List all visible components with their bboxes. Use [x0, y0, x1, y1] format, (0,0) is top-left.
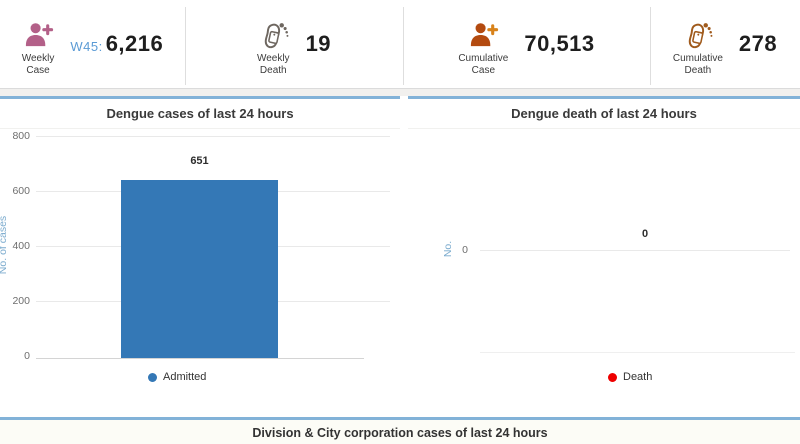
deaths-chart-panel: Dengue death of last 24 hours No. 0 0 De…: [408, 96, 800, 418]
title-rule: [0, 128, 400, 129]
stats-row: Weekly Case W45: 6,216: [0, 0, 800, 89]
legend-label: Admitted: [163, 371, 207, 383]
legend-marker-icon: [148, 372, 157, 382]
bottom-section-header: Division & City corporation cases of las…: [0, 420, 800, 444]
foot-tag-icon: [682, 20, 713, 51]
stat-label: Weekly Death: [256, 52, 290, 76]
divider: [185, 7, 186, 85]
cases-chart-panel: Dengue cases of last 24 hours No. of cas…: [0, 96, 400, 418]
x-axis-line: [36, 358, 364, 359]
person-plus-icon: [23, 20, 54, 51]
zero-gridline: [480, 250, 790, 251]
week-number-prefix: W45:: [70, 39, 103, 54]
bar-value-label: 651: [190, 155, 209, 167]
y-tick: 800: [12, 130, 30, 142]
bottom-section-accent-rule: [0, 417, 800, 420]
stat-card-cumulative-death: Cumulative Death 278: [650, 0, 800, 88]
stat-value-cumulative-death: 278: [738, 31, 778, 56]
stat-card-cumulative-case: Cumulative Case 70,513: [403, 0, 650, 88]
legend-marker-icon: [608, 372, 617, 382]
bar-value-label: 0: [641, 228, 649, 240]
legend-item-admitted[interactable]: Admitted: [148, 371, 206, 383]
y-tick: 200: [12, 295, 30, 307]
admitted-bar[interactable]: [121, 180, 278, 358]
y-tick: 0: [24, 350, 30, 362]
legend-item-death[interactable]: Death: [608, 371, 652, 383]
y-tick: 600: [12, 185, 30, 197]
stat-value-cumulative-case: 70,513: [524, 31, 595, 56]
stat-value-weekly-case: W45: 6,216: [70, 31, 164, 56]
person-plus-icon: [468, 20, 499, 51]
stat-value-weekly-death: 19: [305, 31, 332, 56]
cases-chart-title: Dengue cases of last 24 hours: [106, 106, 294, 121]
stat-label: Weekly Case: [21, 52, 55, 76]
gridline: [36, 136, 390, 137]
title-rule: [408, 128, 800, 129]
stat-label: Cumulative Death: [672, 52, 723, 76]
legend-label: Death: [623, 371, 653, 383]
bottom-section-title: Division & City corporation cases of las…: [252, 426, 548, 440]
section-gap: [0, 89, 800, 96]
foot-tag-icon: [258, 20, 289, 51]
y-tick: 0: [462, 244, 468, 256]
x-axis-line: [480, 352, 795, 353]
y-tick: 400: [12, 240, 30, 252]
deaths-chart-title: Dengue death of last 24 hours: [511, 106, 697, 121]
stat-card-weekly-death: Weekly Death 19: [185, 0, 403, 88]
deaths-yaxis-title: No.: [442, 240, 455, 258]
stat-card-weekly-case: Weekly Case W45: 6,216: [0, 0, 185, 88]
stat-label: Cumulative Case: [458, 52, 509, 76]
divider: [403, 7, 404, 85]
divider: [650, 7, 651, 85]
